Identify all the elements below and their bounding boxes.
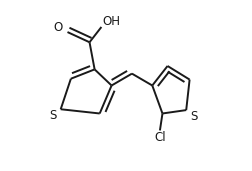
Text: S: S — [190, 110, 198, 123]
Text: S: S — [50, 109, 57, 122]
Text: Cl: Cl — [154, 131, 166, 144]
Text: O: O — [53, 21, 63, 34]
Text: OH: OH — [103, 15, 121, 28]
